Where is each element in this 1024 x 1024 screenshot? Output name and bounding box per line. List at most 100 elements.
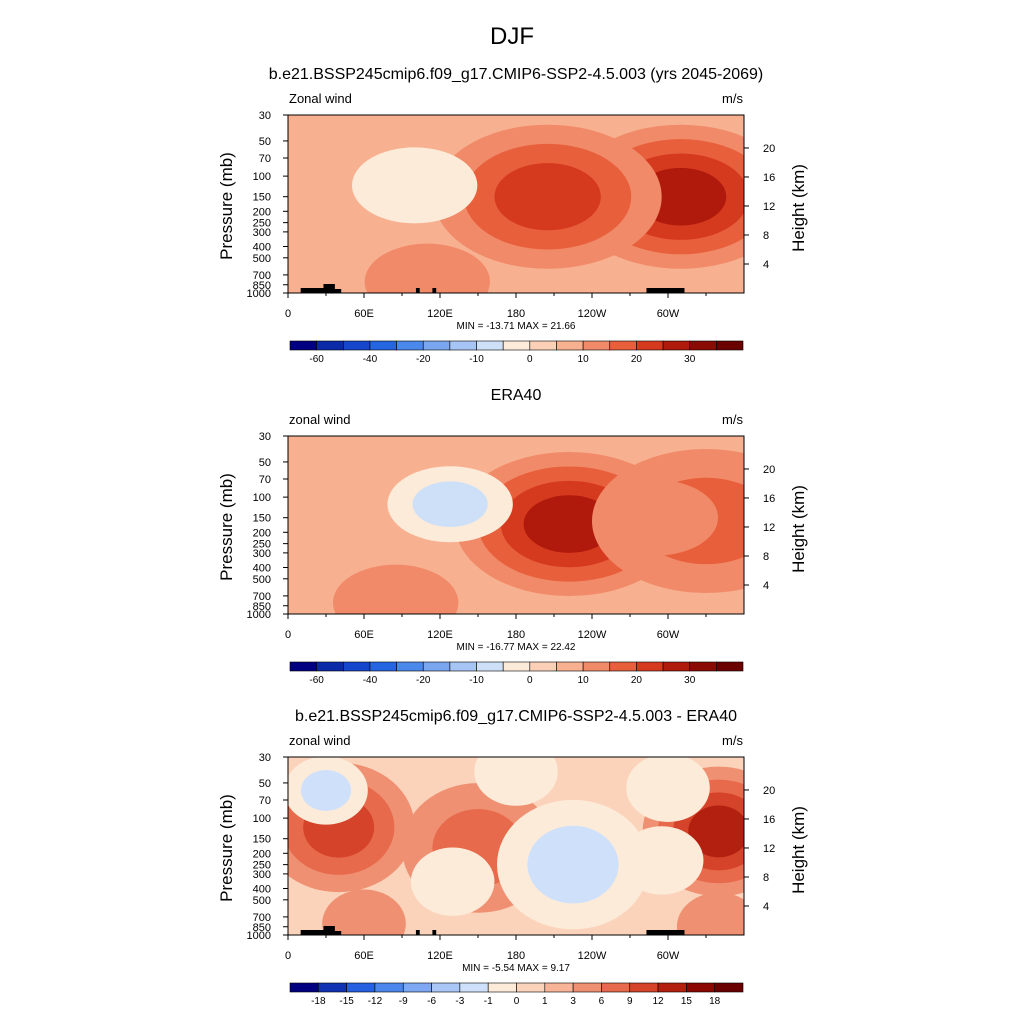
- x-tick-label: 60W: [657, 308, 680, 320]
- colorbar-box: [289, 340, 317, 351]
- colorbar-box: [572, 982, 602, 993]
- colorbar-box: [686, 982, 715, 993]
- contour-band: [626, 757, 710, 822]
- y-right-tick-label: 16: [763, 172, 775, 184]
- colorbar-box: [544, 982, 574, 993]
- colorbar-box: [449, 340, 477, 351]
- contour-field: [288, 757, 744, 935]
- contour-band: [676, 892, 744, 935]
- y-right-tick-label: 8: [763, 872, 769, 884]
- colorbar-box: [289, 661, 317, 672]
- colorbar-box: [714, 982, 744, 993]
- colorbar-box: [459, 982, 489, 993]
- colorbar-box: [342, 340, 371, 351]
- y-tick-label: 1000: [247, 609, 271, 621]
- colorbar-box: [636, 340, 664, 351]
- colorbar-label: -1: [484, 996, 493, 1007]
- x-axis: 0 60E 120E 180 120W 60W: [285, 935, 707, 962]
- y-tick-label: 700: [253, 912, 271, 924]
- colorbar-box: [556, 661, 584, 672]
- colorbar-box: [402, 982, 432, 993]
- colorbar-label: 30: [684, 675, 696, 686]
- colorbar-box: [662, 661, 691, 672]
- x-tick-label: 120E: [427, 629, 453, 641]
- y-axis-title: Pressure (mb): [217, 473, 236, 581]
- y-tick-label: 300: [253, 227, 271, 239]
- y-tick-label: 700: [253, 270, 271, 282]
- contour-field: [288, 115, 744, 293]
- y-axis-title: Pressure (mb): [217, 152, 236, 260]
- topography-mask: [432, 930, 437, 935]
- y-tick-label: 250: [253, 539, 271, 551]
- y-right-tick-label: 20: [763, 785, 775, 797]
- min-max-label: MIN = -13.71 MAX = 21.66: [457, 321, 576, 332]
- colorbar-box: [318, 982, 347, 993]
- panel-title: ERA40: [491, 387, 542, 404]
- y-right-tick-label: 20: [763, 143, 775, 155]
- y-tick-label: 100: [253, 813, 271, 825]
- colorbar-label: 20: [631, 354, 643, 365]
- y-tick-label: 70: [259, 153, 271, 165]
- y-tick-label: 700: [253, 591, 271, 603]
- colorbar: -60 -40 -20 -10 0 10 20 30: [289, 661, 744, 686]
- contour-field: [288, 436, 744, 614]
- min-max-label: MIN = -5.54 MAX = 9.17: [462, 963, 570, 974]
- y-tick-label: 100: [253, 171, 271, 183]
- colorbar-box: [422, 340, 451, 351]
- x-tick-label: 120W: [578, 308, 607, 320]
- contour-band: [332, 564, 459, 614]
- y-tick-label: 850: [253, 280, 271, 292]
- y-tick-label: 30: [259, 110, 271, 122]
- x-tick-label: 120W: [578, 629, 607, 641]
- y-tick-label: 150: [253, 834, 271, 846]
- colorbar-box: [369, 661, 397, 672]
- y-right-tick-label: 8: [763, 551, 769, 563]
- y-tick-label: 150: [253, 192, 271, 204]
- contour-band: [523, 495, 615, 553]
- y-right-tick-label: 12: [763, 522, 775, 534]
- colorbar-box: [582, 340, 611, 351]
- y-tick-label: 500: [253, 574, 271, 586]
- contour-band: [322, 889, 406, 935]
- colorbar-box: [374, 982, 404, 993]
- min-max-label: MIN = -16.77 MAX = 22.42: [457, 642, 576, 653]
- colorbar-box: [529, 661, 557, 672]
- contour-band: [474, 757, 558, 806]
- colorbar-label: -3: [455, 996, 464, 1007]
- topography-mask: [415, 930, 420, 935]
- topography-mask: [415, 288, 420, 293]
- colorbar-label: -10: [469, 675, 484, 686]
- x-tick-label: 60E: [354, 629, 374, 641]
- colorbar-box: [422, 661, 451, 672]
- x-tick-label: 120E: [427, 308, 453, 320]
- colorbar-box: [431, 982, 461, 993]
- colorbar-box: [636, 661, 664, 672]
- panel-1: b.e21.BSSP245cmip6.f09_g17.CMIP6-SSP2-4.…: [217, 66, 808, 365]
- x-tick-label: 120W: [578, 950, 607, 962]
- contour-band: [494, 163, 601, 231]
- colorbar-label: -60: [309, 675, 324, 686]
- topography-mask: [646, 930, 685, 935]
- colorbar-label: -60: [309, 354, 324, 365]
- y-axis-height: 4 8 12 16 20 Height (km): [744, 785, 808, 913]
- topography-mask: [646, 288, 685, 293]
- y-tick-label: 30: [259, 431, 271, 443]
- units-label: m/s: [722, 412, 743, 427]
- y-tick-label: 50: [259, 457, 271, 469]
- topography-mask: [332, 931, 342, 935]
- y-tick-label: 250: [253, 860, 271, 872]
- y-right-axis-title: Height (km): [789, 164, 808, 252]
- colorbar-box: [716, 340, 744, 351]
- y-tick-label: 1000: [247, 930, 271, 942]
- colorbar-box: [396, 340, 424, 351]
- colorbar-box: [342, 661, 371, 672]
- contour-band: [527, 825, 619, 904]
- y-right-axis-title: Height (km): [789, 485, 808, 573]
- colorbar-box: [476, 340, 504, 351]
- colorbar-label: 18: [709, 996, 721, 1007]
- y-tick-label: 1000: [247, 288, 271, 300]
- colorbar-label: -20: [416, 675, 431, 686]
- y-right-tick-label: 8: [763, 230, 769, 242]
